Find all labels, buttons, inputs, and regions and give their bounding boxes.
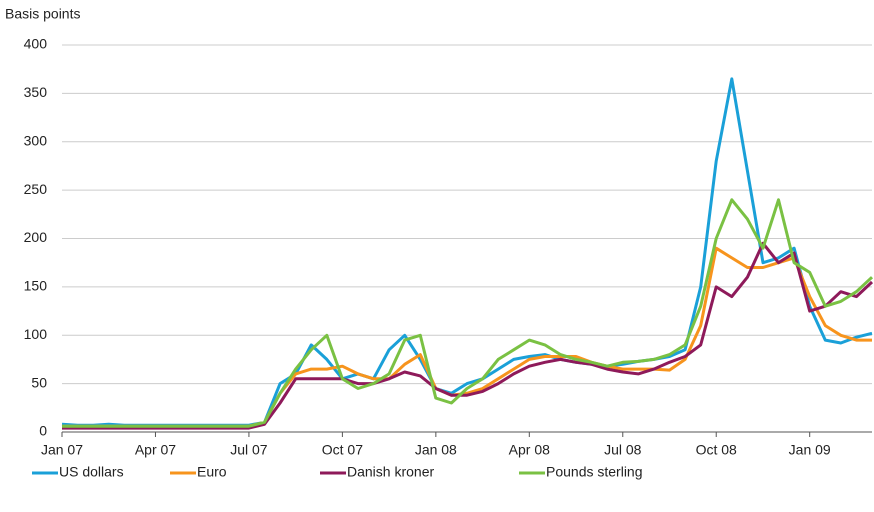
x-tick-label: Jan 08 [415,442,457,458]
legend-label: US dollars [59,464,124,480]
x-tick-label: Jul 07 [230,442,268,458]
y-tick-label: 350 [24,84,48,100]
x-tick-label: Oct 07 [322,442,363,458]
y-tick-label: 100 [24,326,48,342]
y-tick-label: 50 [31,374,47,390]
series-line [62,241,874,430]
series-line [62,246,872,428]
series-line [61,77,873,427]
x-tick-label: Apr 07 [135,442,176,458]
x-tick-label: Oct 08 [696,442,737,458]
y-tick-label: 400 [24,36,48,52]
x-tick-label: Jul 08 [604,442,642,458]
y-tick-label: 200 [24,229,48,245]
y-tick-label: 300 [24,132,48,148]
y-axis-label: Basis points [5,6,80,22]
legend-label: Euro [197,464,227,480]
legend-label: Danish kroner [347,464,434,480]
y-tick-label: 0 [39,423,47,439]
x-tick-label: Jan 07 [41,442,83,458]
x-tick-label: Apr 08 [509,442,550,458]
x-tick-label: Jan 09 [789,442,831,458]
y-tick-label: 250 [24,181,48,197]
legend-label: Pounds sterling [546,464,643,480]
series-line [62,198,874,428]
y-tick-label: 150 [24,278,48,294]
